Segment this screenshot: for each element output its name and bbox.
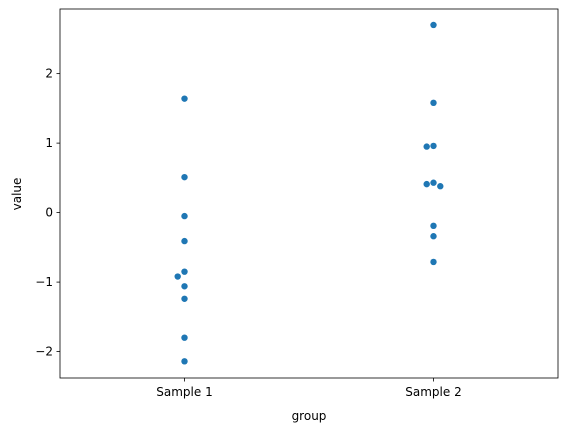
x-axis-ticks: Sample 1 Sample 2: [156, 378, 462, 399]
data-point: [430, 179, 437, 186]
data-point: [430, 233, 437, 240]
data-point: [423, 143, 430, 150]
data-point: [181, 268, 188, 275]
data-point: [181, 283, 188, 290]
data-point: [174, 273, 181, 280]
data-point: [181, 237, 188, 245]
x-tick-label: Sample 2: [405, 385, 461, 399]
x-axis-title: group: [292, 409, 327, 423]
plot-area: [60, 9, 558, 378]
data-point: [430, 99, 437, 107]
data-point: [181, 173, 188, 181]
y-axis-title: value: [10, 178, 24, 211]
y-tick-label: 0: [45, 206, 53, 220]
plot-frame: [59, 8, 559, 379]
data-point: [181, 95, 188, 102]
x-tick-label: Sample 1: [156, 385, 212, 399]
data-points: [174, 21, 444, 365]
data-point: [181, 212, 188, 220]
y-tick-label: 1: [45, 136, 53, 150]
data-point: [430, 142, 437, 150]
data-point: [430, 21, 437, 29]
data-point: [181, 295, 188, 302]
y-axis-ticks: −2 −1 0 1 2: [35, 67, 60, 359]
data-point: [181, 358, 188, 365]
data-point: [437, 183, 444, 190]
y-tick-label: 2: [45, 67, 53, 81]
data-point: [181, 334, 188, 341]
y-tick-label: −1: [35, 275, 53, 289]
data-point: [423, 180, 430, 188]
data-point: [430, 258, 437, 266]
data-point: [430, 222, 437, 230]
y-tick-label: −2: [35, 345, 53, 359]
